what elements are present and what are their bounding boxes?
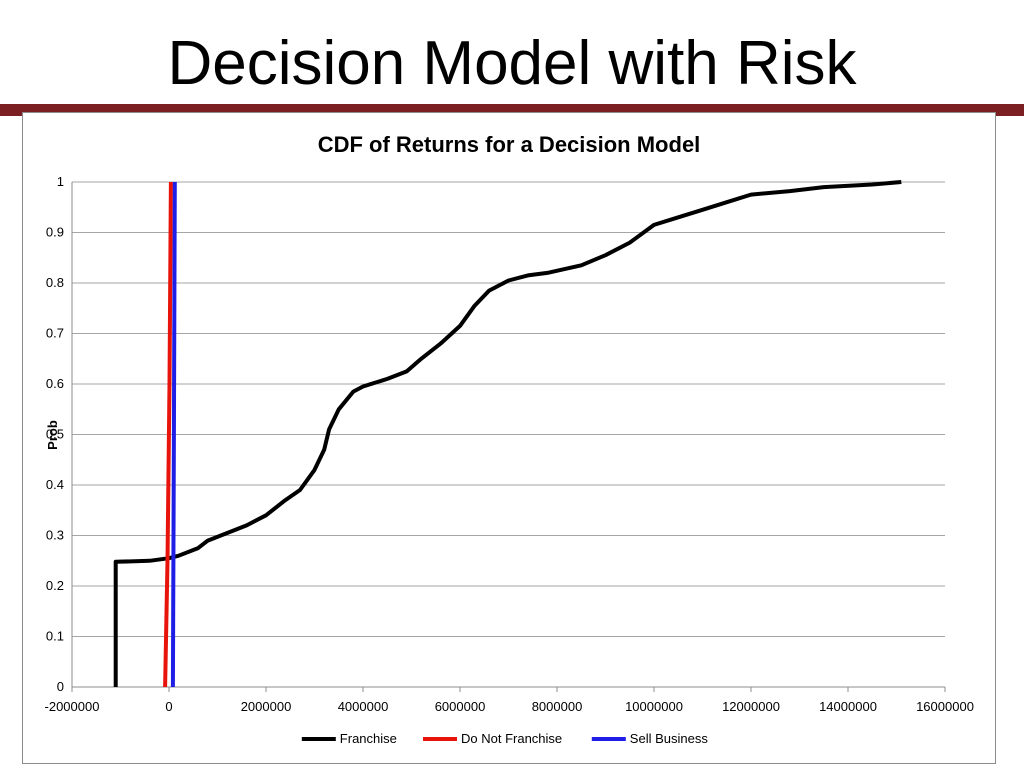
y-tick-label: 0.6	[46, 376, 64, 391]
x-tick-label: 0	[165, 699, 172, 714]
y-axis-title: Prob	[45, 420, 60, 450]
y-tick-label: 0.1	[46, 629, 64, 644]
series-line-sell-business	[170, 181, 177, 688]
legend-label: Sell Business	[630, 731, 709, 746]
y-tick-label: 0.5	[46, 427, 64, 442]
x-tick-label: 14000000	[819, 699, 877, 714]
slide-title: Decision Model with Risk	[167, 29, 857, 98]
y-tick-label: 0.3	[46, 528, 64, 543]
legend-label: Franchise	[340, 731, 397, 746]
y-tick-label: 0.9	[46, 225, 64, 240]
y-tick-label: 0	[57, 679, 64, 694]
x-tick-label: 8000000	[532, 699, 583, 714]
x-tick-label: 4000000	[338, 699, 389, 714]
x-tick-label: 6000000	[435, 699, 486, 714]
series-lines	[113, 180, 902, 688]
series-line-do-not-franchise	[163, 181, 173, 688]
y-tick-label: 0.8	[46, 275, 64, 290]
legend-label: Do Not Franchise	[461, 731, 562, 746]
y-tick-label: 0.7	[46, 326, 64, 341]
y-tick-label: 1	[57, 174, 64, 189]
x-tick-label: 2000000	[241, 699, 292, 714]
gridlines	[72, 181, 945, 637]
series-line-franchise	[113, 180, 902, 687]
y-tick-label: 0.2	[46, 578, 64, 593]
y-tick-label: 0.4	[46, 477, 64, 492]
x-tick-label: -2000000	[45, 699, 100, 714]
legend: Franchise Do Not Franchise Sell Business	[301, 731, 709, 746]
x-tick-label: 16000000	[916, 699, 974, 714]
chart-title: CDF of Returns for a Decision Model	[318, 132, 701, 157]
axes: 0 0.1 0.2 0.3 0.4 0.5 0.6 0.7 0.8 0.9 1 -2000000 0 20…	[45, 174, 974, 714]
chart-area: CDF of Returns for a Decision Model 0 0.1…	[22, 112, 996, 764]
cdf-chart: CDF of Returns for a Decision Model 0 0.1…	[45, 132, 974, 746]
x-tick-label: 12000000	[722, 699, 780, 714]
x-tick-label: 10000000	[625, 699, 683, 714]
